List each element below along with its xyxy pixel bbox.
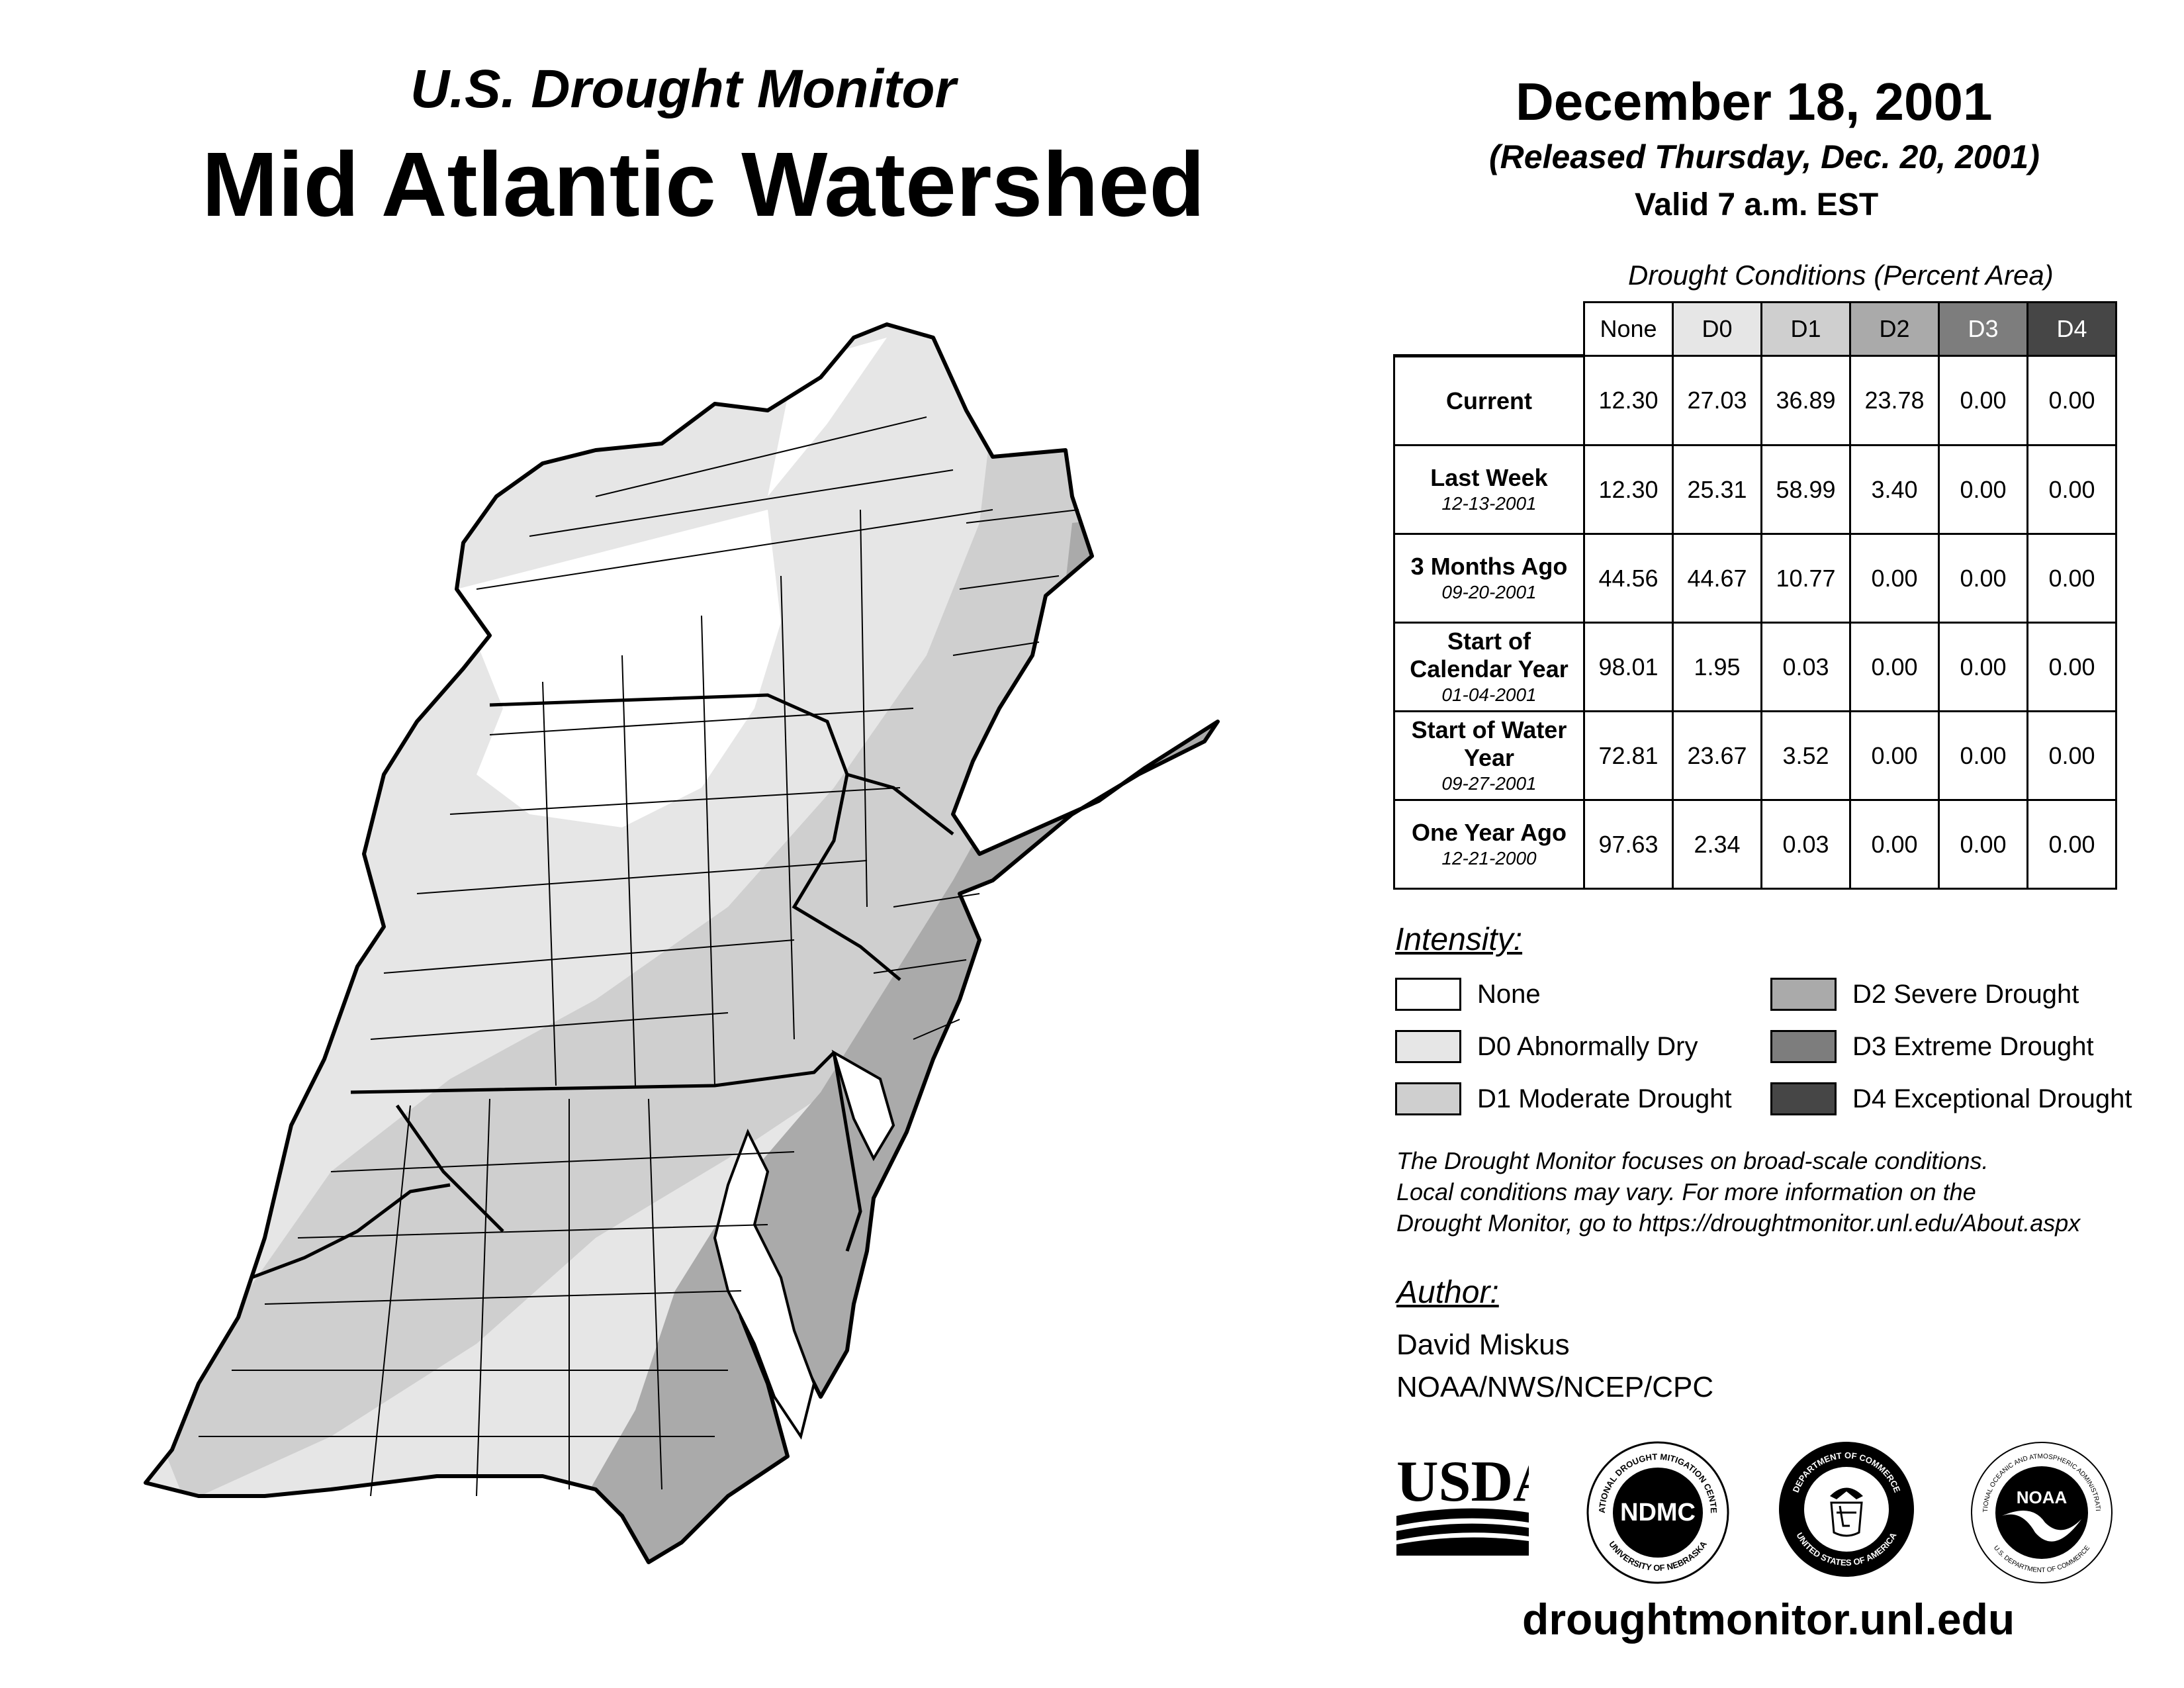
table-row: Last Week 12-13-2001 12.30 25.31 58.99 3.… [1393,444,2117,535]
table-cell: 0.00 [1938,444,2028,535]
drought-map [144,322,1220,1564]
column-header: D1 [1760,301,1851,357]
author-heading: Author: [1396,1275,1499,1310]
table-cell: 97.63 [1583,799,1674,890]
release-date: (Released Thursday, Dec. 20, 2001) [1489,138,2040,175]
row-label: Last Week 12-13-2001 [1393,444,1585,535]
author-info: David Miskus NOAA/NWS/NCEP/CPC [1396,1324,1713,1409]
legend-item: D1 Moderate Drought [1395,1082,1732,1115]
column-header: D3 [1938,301,2028,357]
table-cell: 58.99 [1760,444,1851,535]
table-cell: 44.56 [1583,533,1674,624]
table-cell: 3.40 [1849,444,1940,535]
legend-item: D2 Severe Drought [1770,978,2079,1011]
table-cell: 0.00 [2026,799,2117,890]
table-cell: 0.00 [2026,622,2117,712]
disclaimer-note: The Drought Monitor focuses on broad-sca… [1396,1147,2081,1237]
website-link[interactable]: droughtmonitor.unl.edu [1522,1595,2015,1644]
column-header: D2 [1849,301,1940,357]
table-cell: 10.77 [1760,533,1851,624]
table-cell: 72.81 [1583,710,1674,801]
legend-swatch [1770,1082,1837,1115]
table-cell: 0.03 [1760,799,1851,890]
ndmc-logo: NATIONAL DROUGHT MITIGATION CENTER UNIVE… [1585,1440,1729,1584]
column-header: D4 [2026,301,2117,357]
table-cell: 0.00 [1938,355,2028,446]
table-cell: 0.00 [1849,710,1940,801]
table-caption: Drought Conditions (Percent Area) [1628,259,2054,291]
table-cell: 2.34 [1672,799,1762,890]
row-date: 09-20-2001 [1441,581,1537,602]
table-cell: 12.30 [1583,444,1674,535]
table-cell: 0.00 [1849,799,1940,890]
svg-text:NDMC: NDMC [1620,1499,1696,1526]
table-row: Start of Calendar Year 01-04-2001 98.01 1… [1393,622,2117,712]
table-cell: 1.95 [1672,622,1762,712]
row-date: 01-04-2001 [1441,684,1537,705]
row-date: 12-21-2000 [1441,847,1537,868]
map-date: December 18, 2001 [1516,72,1993,131]
table-cell: 0.03 [1760,622,1851,712]
row-label: Start of Water Year 09-27-2001 [1393,710,1585,801]
table-cell: 44.67 [1672,533,1762,624]
table-cell: 0.00 [1849,622,1940,712]
row-label: Start of Calendar Year 01-04-2001 [1393,622,1585,712]
legend-item: None [1395,978,1541,1011]
legend-swatch [1770,1030,1837,1063]
table-cell: 3.52 [1760,710,1851,801]
table-cell: 0.00 [1938,533,2028,624]
legend-item: D0 Abnormally Dry [1395,1030,1698,1063]
page-title: Mid Atlantic Watershed [202,134,1205,236]
table-cell: 12.30 [1583,355,1674,446]
table-cell: 98.01 [1583,622,1674,712]
legend-item: D4 Exceptional Drought [1770,1082,2132,1115]
table-cell: 0.00 [2026,444,2117,535]
table-row: Start of Water Year 09-27-2001 72.81 23.6… [1393,710,2117,801]
table-cell: 0.00 [1938,710,2028,801]
table-cell: 0.00 [1938,622,2028,712]
table-cell: 23.78 [1849,355,1940,446]
table-cell: 27.03 [1672,355,1762,446]
row-label: One Year Ago 12-21-2000 [1393,799,1585,890]
valid-time: Valid 7 a.m. EST [1635,187,1879,222]
legend-swatch [1395,1030,1461,1063]
commerce-seal-logo: DEPARTMENT OF COMMERCE UNITED STATES OF … [1779,1442,1914,1577]
table-cell: 0.00 [2026,710,2117,801]
legend-swatch [1395,1082,1461,1115]
column-header: None [1583,301,1674,357]
column-header: D0 [1672,301,1762,357]
table-row: 3 Months Ago 09-20-2001 44.56 44.67 10.77… [1393,533,2117,624]
table-header-row: None D0 D1 D2 D3 D4 [1394,301,2117,357]
legend-item: D3 Extreme Drought [1770,1030,2094,1063]
table-row: Current 12.30 27.03 36.89 23.78 0.00 0.0… [1393,355,2117,446]
table-cell: 23.67 [1672,710,1762,801]
table-cell: 25.31 [1672,444,1762,535]
row-date: 12-13-2001 [1441,492,1537,514]
table-cell: 0.00 [1938,799,2028,890]
row-label: 3 Months Ago 09-20-2001 [1393,533,1585,624]
table-cell: 0.00 [1849,533,1940,624]
table-cell: 0.00 [2026,533,2117,624]
table-row: One Year Ago 12-21-2000 97.63 2.34 0.03 0… [1393,799,2117,890]
noaa-logo: NATIONAL OCEANIC AND ATMOSPHERIC ADMINIS… [1969,1440,2113,1583]
author-name: David Miskus [1396,1329,1570,1361]
row-date: 09-27-2001 [1441,773,1537,794]
table-cell: 0.00 [2026,355,2117,446]
drought-conditions-table: None D0 D1 D2 D3 D4 Current 12.30 27.03 … [1393,301,2117,890]
map-subtitle: U.S. Drought Monitor [410,59,956,119]
table-cell: 36.89 [1760,355,1851,446]
svg-text:NOAA: NOAA [2017,1487,2068,1507]
legend-swatch [1395,978,1461,1011]
legend-swatch [1770,978,1837,1011]
author-org: NOAA/NWS/NCEP/CPC [1396,1371,1714,1403]
legend-heading: Intensity: [1395,922,1523,957]
row-label: Current [1393,355,1585,446]
